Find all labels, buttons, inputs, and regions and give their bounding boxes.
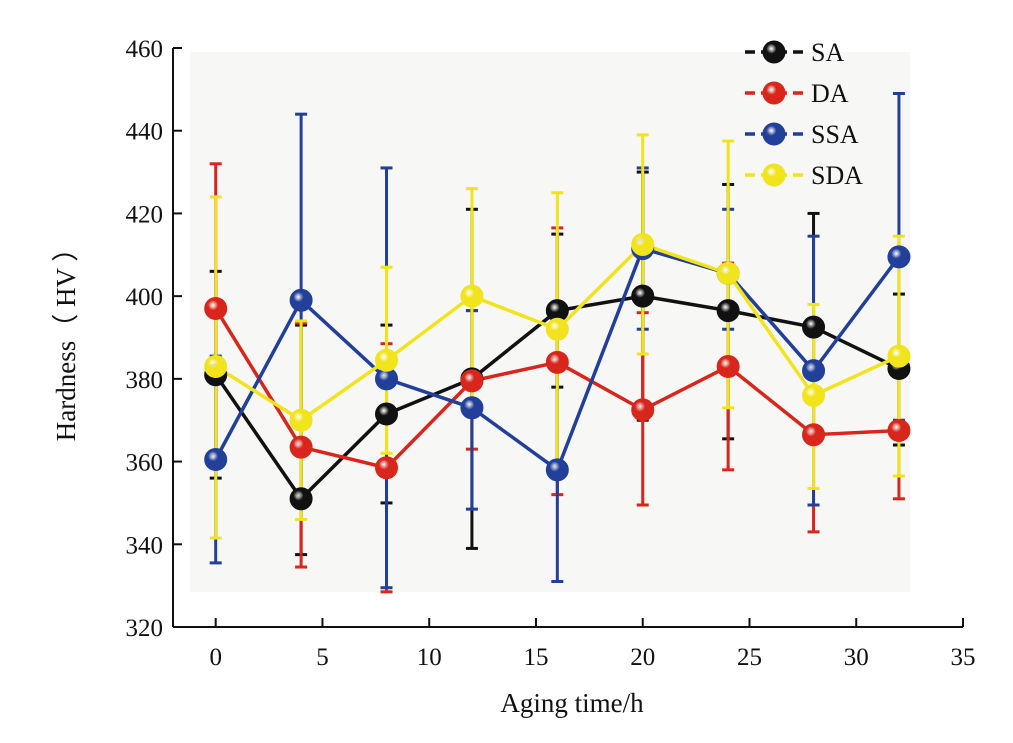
data-point-ssa <box>204 448 228 472</box>
axes <box>172 47 964 628</box>
data-point-sda <box>802 383 826 407</box>
x-tick-label: 30 <box>844 644 869 671</box>
y-tick-label: 400 <box>126 284 164 311</box>
data-point-sda <box>460 284 484 308</box>
data-point-sa <box>631 284 655 308</box>
data-point-da <box>460 369 484 393</box>
data-point-da <box>289 435 313 459</box>
y-tick-label: 460 <box>126 36 164 63</box>
data-point-sda <box>289 408 313 432</box>
x-axis-label: Aging time/h <box>500 688 644 718</box>
data-point-sa <box>716 299 740 323</box>
data-point-ssa <box>289 288 313 312</box>
legend-marker-da <box>762 81 786 105</box>
legend: SA DA SSA SDA <box>745 38 863 190</box>
data-point-ssa <box>802 359 826 383</box>
data-point-ssa <box>887 245 911 269</box>
x-tick-label: 0 <box>209 644 222 671</box>
series-markers <box>204 232 911 511</box>
legend-label-da: DA <box>811 79 849 108</box>
y-tick-label: 440 <box>126 119 164 146</box>
y-tick-label: 380 <box>126 367 164 394</box>
legend-label-sda: SDA <box>811 161 863 190</box>
tick-labels: 0 5 10 15 20 25 30 35 320 340 360 380 400 420 440 460 <box>126 36 976 671</box>
data-point-da <box>802 423 826 447</box>
data-point-da <box>631 398 655 422</box>
x-tick-label: 10 <box>417 644 442 671</box>
x-tick-label: 25 <box>737 644 762 671</box>
data-point-sda <box>631 232 655 256</box>
data-point-sda <box>887 344 911 368</box>
y-tick-label: 420 <box>126 201 164 228</box>
x-tick-label: 35 <box>951 644 976 671</box>
legend-label-ssa: SSA <box>811 120 859 149</box>
data-point-da <box>204 297 228 321</box>
data-point-da <box>887 419 911 443</box>
x-tick-label: 20 <box>630 644 655 671</box>
x-tick-label: 5 <box>316 644 329 671</box>
y-tick-label: 340 <box>126 532 164 559</box>
x-tick-label: 15 <box>523 644 548 671</box>
data-point-da <box>716 354 740 378</box>
legend-marker-sa <box>762 40 786 64</box>
data-point-ssa <box>545 458 569 482</box>
y-tick-label: 320 <box>126 615 164 642</box>
legend-marker-sda <box>762 163 786 187</box>
data-point-sda <box>545 317 569 341</box>
data-point-sda <box>716 261 740 285</box>
data-point-ssa <box>460 396 484 420</box>
data-point-sa <box>289 487 313 511</box>
legend-label-sa: SA <box>811 38 844 67</box>
data-point-sa <box>375 402 399 426</box>
data-point-sa <box>802 315 826 339</box>
legend-marker-ssa <box>762 122 786 146</box>
y-axis-label: Hardness（ HV ） <box>51 235 81 441</box>
data-point-da <box>375 456 399 480</box>
data-point-da <box>545 350 569 374</box>
y-tick-label: 360 <box>126 450 164 477</box>
data-point-sda <box>204 354 228 378</box>
data-point-sda <box>375 348 399 372</box>
